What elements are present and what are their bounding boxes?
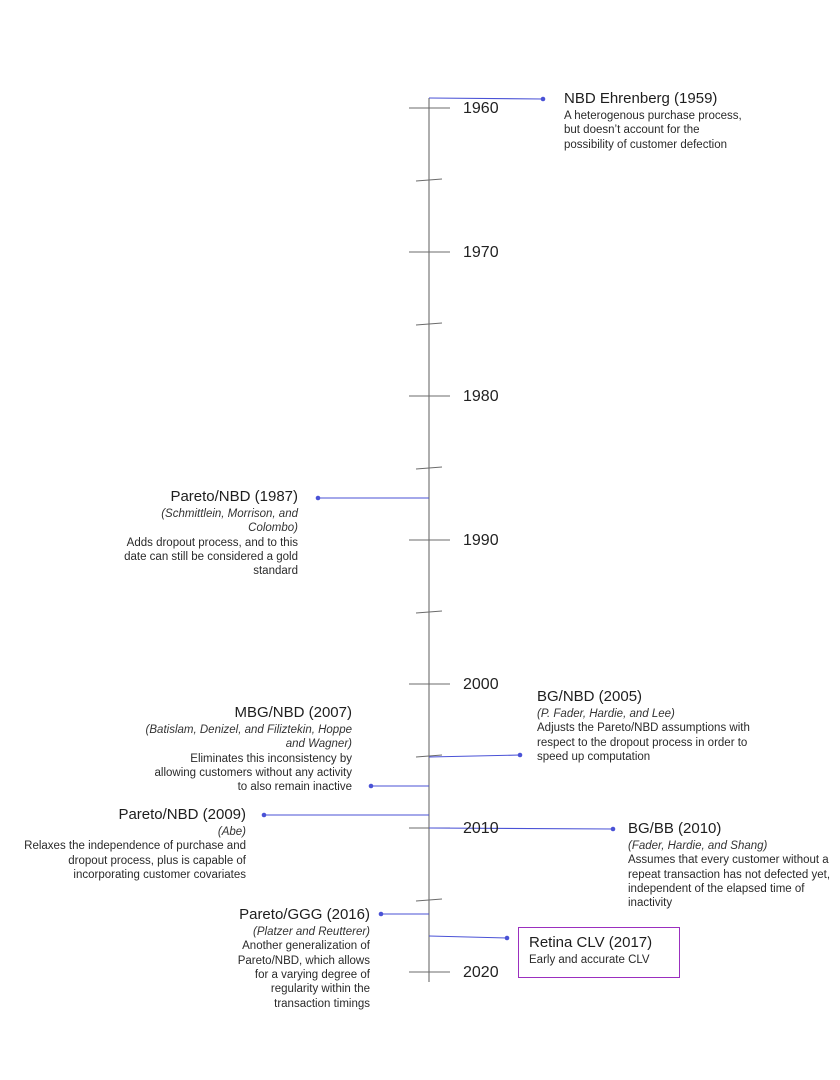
event-pareto-nbd-1987: Pareto/NBD (1987) (Schmittlein, Morrison… xyxy=(118,488,298,579)
event-retina-clv-2017: Retina CLV (2017) Early and accurate CLV xyxy=(518,927,680,978)
event-description: Assumes that every customer without a re… xyxy=(628,854,831,910)
connector-dot-mbg-nbd-2007 xyxy=(368,783,374,789)
event-description: Adds dropout process, and to this date c… xyxy=(124,536,298,578)
year-label-2010: 2010 xyxy=(463,820,499,837)
event-description: Adjusts the Pareto/NBD assumptions with … xyxy=(537,722,750,763)
connector-dot-pareto-nbd-2009 xyxy=(261,812,267,818)
year-label-2000: 2000 xyxy=(463,676,499,693)
connector-dot-pareto-nbd-1987 xyxy=(315,495,321,501)
event-title: Pareto/NBD (2009) xyxy=(118,806,246,823)
connector-bg-bb-2010 xyxy=(428,827,614,830)
half-decade-tick-2 xyxy=(415,322,443,326)
event-authors: (Fader, Hardie, and Shang) xyxy=(628,839,768,852)
event-title: MBG/NBD (2007) xyxy=(234,704,352,721)
event-authors: (Batislam, Denizel, and Filiztekin, Hopp… xyxy=(145,723,352,751)
year-label-1980: 1980 xyxy=(463,388,499,405)
connector-dot-pareto-ggg-2016 xyxy=(378,911,384,917)
event-nbd-ehrenberg: NBD Ehrenberg (1959) A heterogenous purc… xyxy=(564,90,764,152)
event-title: Pareto/GGG (2016) xyxy=(239,906,370,923)
connector-retina-clv-2017 xyxy=(428,935,508,939)
event-description: Relaxes the independence of purchase and… xyxy=(24,840,246,881)
half-decade-tick-3 xyxy=(415,466,443,470)
event-authors: (Schmittlein, Morrison, and Colombo) xyxy=(161,507,298,535)
event-authors: (Platzer and Reutterer) xyxy=(253,925,370,938)
connector-dot-bg-nbd-2005 xyxy=(517,752,523,758)
half-decade-tick-1 xyxy=(415,178,443,182)
event-description: Eliminates this inconsistency by allowin… xyxy=(154,752,353,794)
event-authors: (Abe) xyxy=(217,825,246,838)
event-title: Pareto/NBD (1987) xyxy=(170,488,298,505)
event-bg-nbd-2005: BG/NBD (2005) (P. Fader, Hardie, and Lee… xyxy=(537,688,777,764)
event-description: Another generalization of Pareto/NBD, wh… xyxy=(237,940,370,1010)
event-bg-bb-2010: BG/BB (2010) (Fader, Hardie, and Shang) … xyxy=(628,820,832,911)
event-title: BG/NBD (2005) xyxy=(537,688,643,705)
event-authors: (P. Fader, Hardie, and Lee) xyxy=(537,707,675,720)
event-mbg-nbd-2007: MBG/NBD (2007) (Batislam, Denizel, and F… xyxy=(132,704,352,795)
event-title: NBD Ehrenberg (1959) xyxy=(564,90,718,107)
connector-dot-bg-bb-2010 xyxy=(610,826,616,832)
event-description: A heterogenous purchase process, but doe… xyxy=(564,109,742,151)
event-description: Early and accurate CLV xyxy=(529,953,650,966)
year-label-2020: 2020 xyxy=(463,964,499,981)
year-label-1990: 1990 xyxy=(463,532,499,549)
event-title: BG/BB (2010) xyxy=(628,820,722,837)
year-label-1970: 1970 xyxy=(463,244,499,261)
connector-nbd-ehrenberg xyxy=(428,97,544,100)
event-title: Retina CLV (2017) xyxy=(529,934,653,951)
event-pareto-nbd-2009: Pareto/NBD (2009) (Abe) Relaxes the inde… xyxy=(6,806,246,882)
connector-bg-nbd-2005 xyxy=(428,754,521,758)
year-label-1960: 1960 xyxy=(463,100,499,117)
event-pareto-ggg-2016: Pareto/GGG (2016) (Platzer and Reutterer… xyxy=(226,906,370,1011)
half-decade-tick-6 xyxy=(415,898,443,902)
half-decade-tick-5 xyxy=(415,754,443,758)
half-decade-tick-4 xyxy=(415,610,443,614)
connector-dot-nbd-ehrenberg xyxy=(540,96,546,102)
connector-dot-retina-clv-2017 xyxy=(504,935,510,941)
